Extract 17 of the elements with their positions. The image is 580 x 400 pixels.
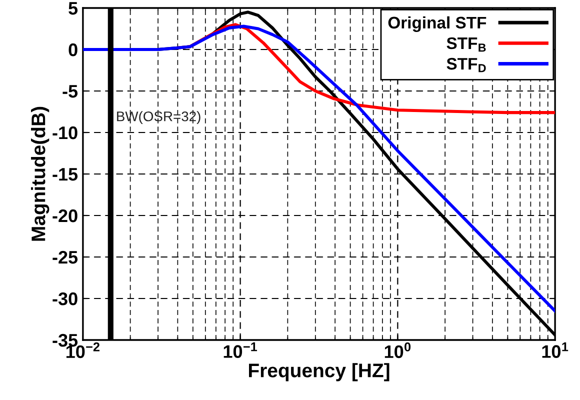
legend-label: Original STF (388, 16, 486, 32)
y-tick-label: -10 (52, 126, 78, 140)
annotation: BW(OSR=32) (117, 111, 200, 124)
legend-label: STF$_{B}$ (446, 37, 486, 52)
x-axis-title: Frequency [HZ] (249, 363, 390, 382)
y-tick-label: -30 (52, 292, 78, 306)
y-tick-label: 0 (68, 43, 78, 56)
x-tick-label: 10$^{0}$ (384, 342, 411, 358)
y-tick-label: -15 (52, 168, 78, 181)
y-axis-title: Magnitude(dB) (30, 106, 50, 241)
x-tick-label: 10$^{−1}$ (224, 342, 258, 358)
y-tick-label: -25 (52, 250, 78, 264)
y-tick-label: -5 (62, 85, 78, 98)
y-tick-label: 5 (68, 2, 78, 15)
legend-label: STF$_{D}$ (446, 58, 486, 72)
y-tick-label: -20 (52, 209, 78, 222)
x-tick-label: 10$^{1}$ (542, 342, 568, 358)
